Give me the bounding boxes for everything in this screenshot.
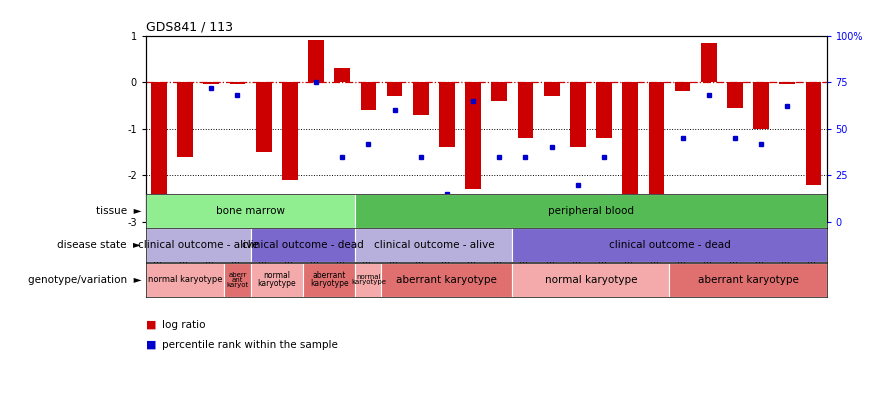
Bar (355, 194, 827, 228)
Bar (309, 40, 324, 82)
Bar (146, 263, 225, 297)
Text: normal
karyotype: normal karyotype (257, 271, 296, 288)
Bar (282, 82, 298, 180)
Bar (492, 82, 507, 101)
Bar (386, 82, 402, 96)
Bar (355, 228, 513, 262)
Bar (225, 263, 250, 297)
Bar (334, 68, 350, 82)
Bar (669, 263, 827, 297)
Bar (413, 82, 429, 115)
Bar (255, 82, 271, 152)
Text: genotype/variation  ►: genotype/variation ► (27, 275, 141, 285)
Bar (146, 228, 250, 262)
Bar (361, 82, 377, 110)
Bar (513, 263, 669, 297)
Bar (649, 82, 664, 198)
Text: clinical outcome - dead: clinical outcome - dead (242, 240, 364, 250)
Text: clinical outcome - alive: clinical outcome - alive (374, 240, 494, 250)
Text: bone marrow: bone marrow (216, 206, 285, 216)
Text: aberrant karyotype: aberrant karyotype (397, 275, 498, 285)
Bar (727, 82, 743, 108)
Bar (701, 43, 717, 82)
Text: ■: ■ (146, 320, 156, 330)
Bar (622, 82, 638, 203)
Bar (250, 228, 355, 262)
Bar (753, 82, 769, 129)
Text: disease state  ►: disease state ► (57, 240, 141, 250)
Bar (518, 82, 533, 138)
Bar (544, 82, 560, 96)
Bar (250, 263, 303, 297)
Bar (465, 82, 481, 189)
Bar (355, 263, 382, 297)
Text: peripheral blood: peripheral blood (548, 206, 634, 216)
Bar (382, 263, 513, 297)
Text: clinical outcome - dead: clinical outcome - dead (608, 240, 730, 250)
Bar (230, 82, 246, 84)
Text: GDS841 / 113: GDS841 / 113 (146, 20, 232, 33)
Text: percentile rank within the sample: percentile rank within the sample (162, 340, 338, 350)
Text: ■: ■ (146, 340, 156, 350)
Bar (780, 82, 795, 84)
Bar (151, 82, 167, 203)
Text: aberrant
karyotype: aberrant karyotype (309, 271, 348, 288)
Text: clinical outcome - alive: clinical outcome - alive (138, 240, 258, 250)
Bar (303, 263, 355, 297)
Text: normal
karyotype: normal karyotype (351, 274, 386, 286)
Text: log ratio: log ratio (162, 320, 205, 330)
Bar (439, 82, 454, 147)
Text: normal karyotype: normal karyotype (148, 275, 223, 284)
Text: tissue  ►: tissue ► (95, 206, 141, 216)
Bar (805, 82, 821, 185)
Bar (146, 194, 355, 228)
Text: normal karyotype: normal karyotype (545, 275, 637, 285)
Bar (596, 82, 612, 138)
Text: aberr
ant
karyot: aberr ant karyot (226, 272, 248, 288)
Bar (570, 82, 586, 147)
Bar (674, 82, 690, 91)
Text: aberrant karyotype: aberrant karyotype (697, 275, 798, 285)
Bar (513, 228, 827, 262)
Bar (203, 82, 219, 84)
Bar (178, 82, 193, 156)
